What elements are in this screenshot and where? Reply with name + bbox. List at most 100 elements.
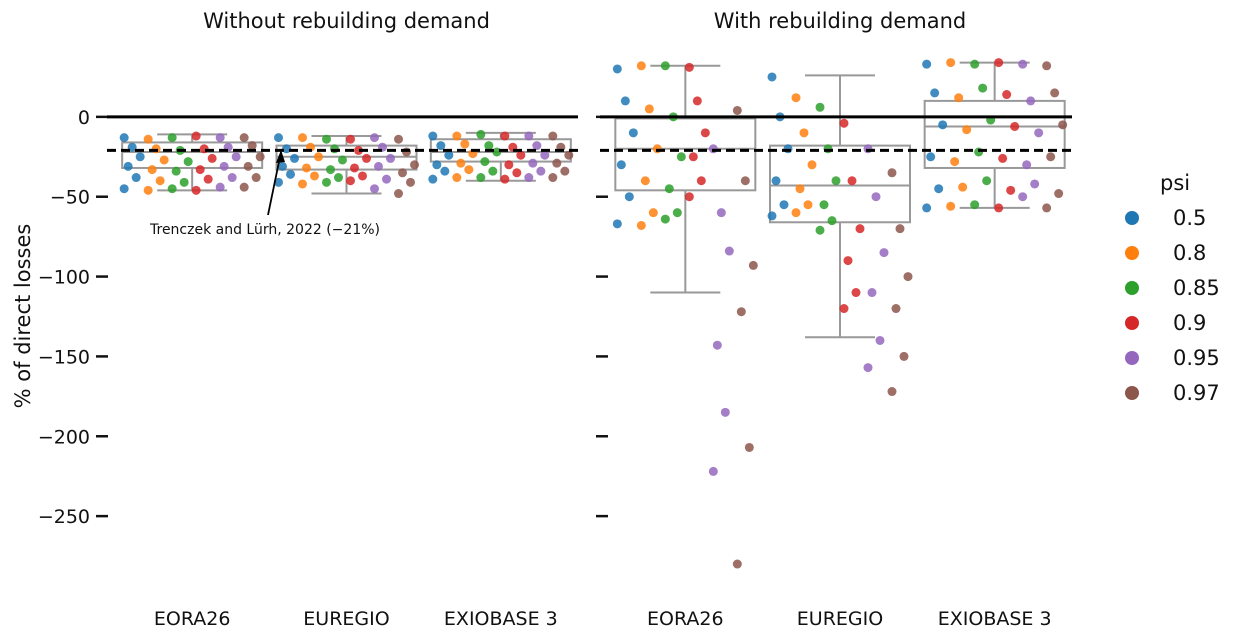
point (476, 129, 486, 139)
point (688, 152, 698, 162)
point (863, 363, 873, 373)
legend-marker (1125, 316, 1139, 330)
point (167, 133, 177, 143)
box (769, 144, 911, 224)
point (464, 165, 474, 175)
point (123, 161, 133, 171)
point (302, 163, 311, 173)
point (255, 152, 265, 162)
y-tick-label: −100 (38, 267, 90, 289)
point (548, 173, 558, 183)
point (771, 176, 781, 186)
point (887, 168, 897, 178)
point (891, 304, 901, 314)
point (135, 152, 145, 162)
point (644, 104, 654, 114)
point (692, 96, 702, 106)
box (923, 99, 1066, 169)
point (732, 559, 742, 569)
point (863, 144, 873, 154)
point (839, 118, 849, 128)
point (950, 157, 960, 167)
point (672, 208, 682, 218)
point (867, 288, 877, 298)
point (636, 61, 646, 71)
point (504, 160, 514, 170)
point (147, 165, 157, 175)
point (398, 168, 407, 178)
point (712, 340, 722, 350)
legend-marker (1125, 281, 1139, 295)
point (922, 59, 932, 69)
point (982, 176, 992, 186)
point (290, 153, 299, 163)
point (767, 211, 777, 221)
point (934, 184, 944, 194)
legend-marker (1125, 246, 1139, 260)
point (326, 165, 335, 175)
point (552, 158, 562, 168)
point (636, 220, 646, 230)
legend-marker (1125, 351, 1139, 365)
point (978, 83, 988, 93)
point (334, 173, 343, 183)
point (1010, 121, 1020, 131)
point (191, 185, 201, 195)
annotation-arrowhead (276, 150, 285, 163)
point (1054, 189, 1064, 199)
point (239, 133, 249, 143)
point (684, 192, 694, 202)
point (736, 307, 746, 317)
point (370, 184, 379, 194)
point (895, 224, 905, 234)
legend-label: 0.8 (1173, 241, 1206, 265)
point (716, 208, 726, 218)
point (432, 160, 442, 170)
point (974, 147, 984, 157)
point (370, 133, 379, 143)
point (748, 260, 758, 270)
x-tick-label: EORA26 (154, 608, 231, 630)
point (612, 64, 622, 74)
point (851, 288, 861, 298)
point (958, 182, 968, 192)
point (278, 161, 287, 171)
point (700, 128, 710, 138)
point (819, 200, 829, 210)
point (131, 173, 141, 183)
point (155, 176, 165, 186)
point (875, 335, 885, 345)
point (560, 166, 570, 176)
legend-marker (1125, 386, 1139, 400)
point (807, 160, 817, 170)
legend-label: 0.85 (1173, 276, 1220, 300)
point (624, 192, 634, 202)
point (402, 147, 411, 157)
point (500, 174, 510, 184)
point (946, 58, 956, 68)
point (903, 272, 913, 282)
point (143, 185, 153, 195)
point (167, 184, 177, 194)
point (456, 158, 466, 168)
point (732, 105, 742, 115)
point (444, 150, 454, 160)
point (282, 144, 291, 154)
point (362, 153, 371, 163)
point (512, 168, 522, 178)
point (540, 150, 550, 160)
legend-label: 0.5 (1173, 206, 1206, 230)
point (310, 171, 319, 181)
point (970, 200, 980, 210)
y-tick-label: −150 (38, 346, 90, 368)
y-tick-label: −200 (38, 426, 90, 448)
point (1018, 59, 1028, 69)
y-axis-label: % of direct losses (11, 224, 35, 409)
point (219, 161, 229, 171)
y-tick-label: −250 (38, 506, 90, 528)
point (994, 203, 1004, 213)
point (183, 157, 193, 167)
point (930, 88, 940, 98)
point (612, 219, 622, 229)
point (1002, 90, 1012, 100)
